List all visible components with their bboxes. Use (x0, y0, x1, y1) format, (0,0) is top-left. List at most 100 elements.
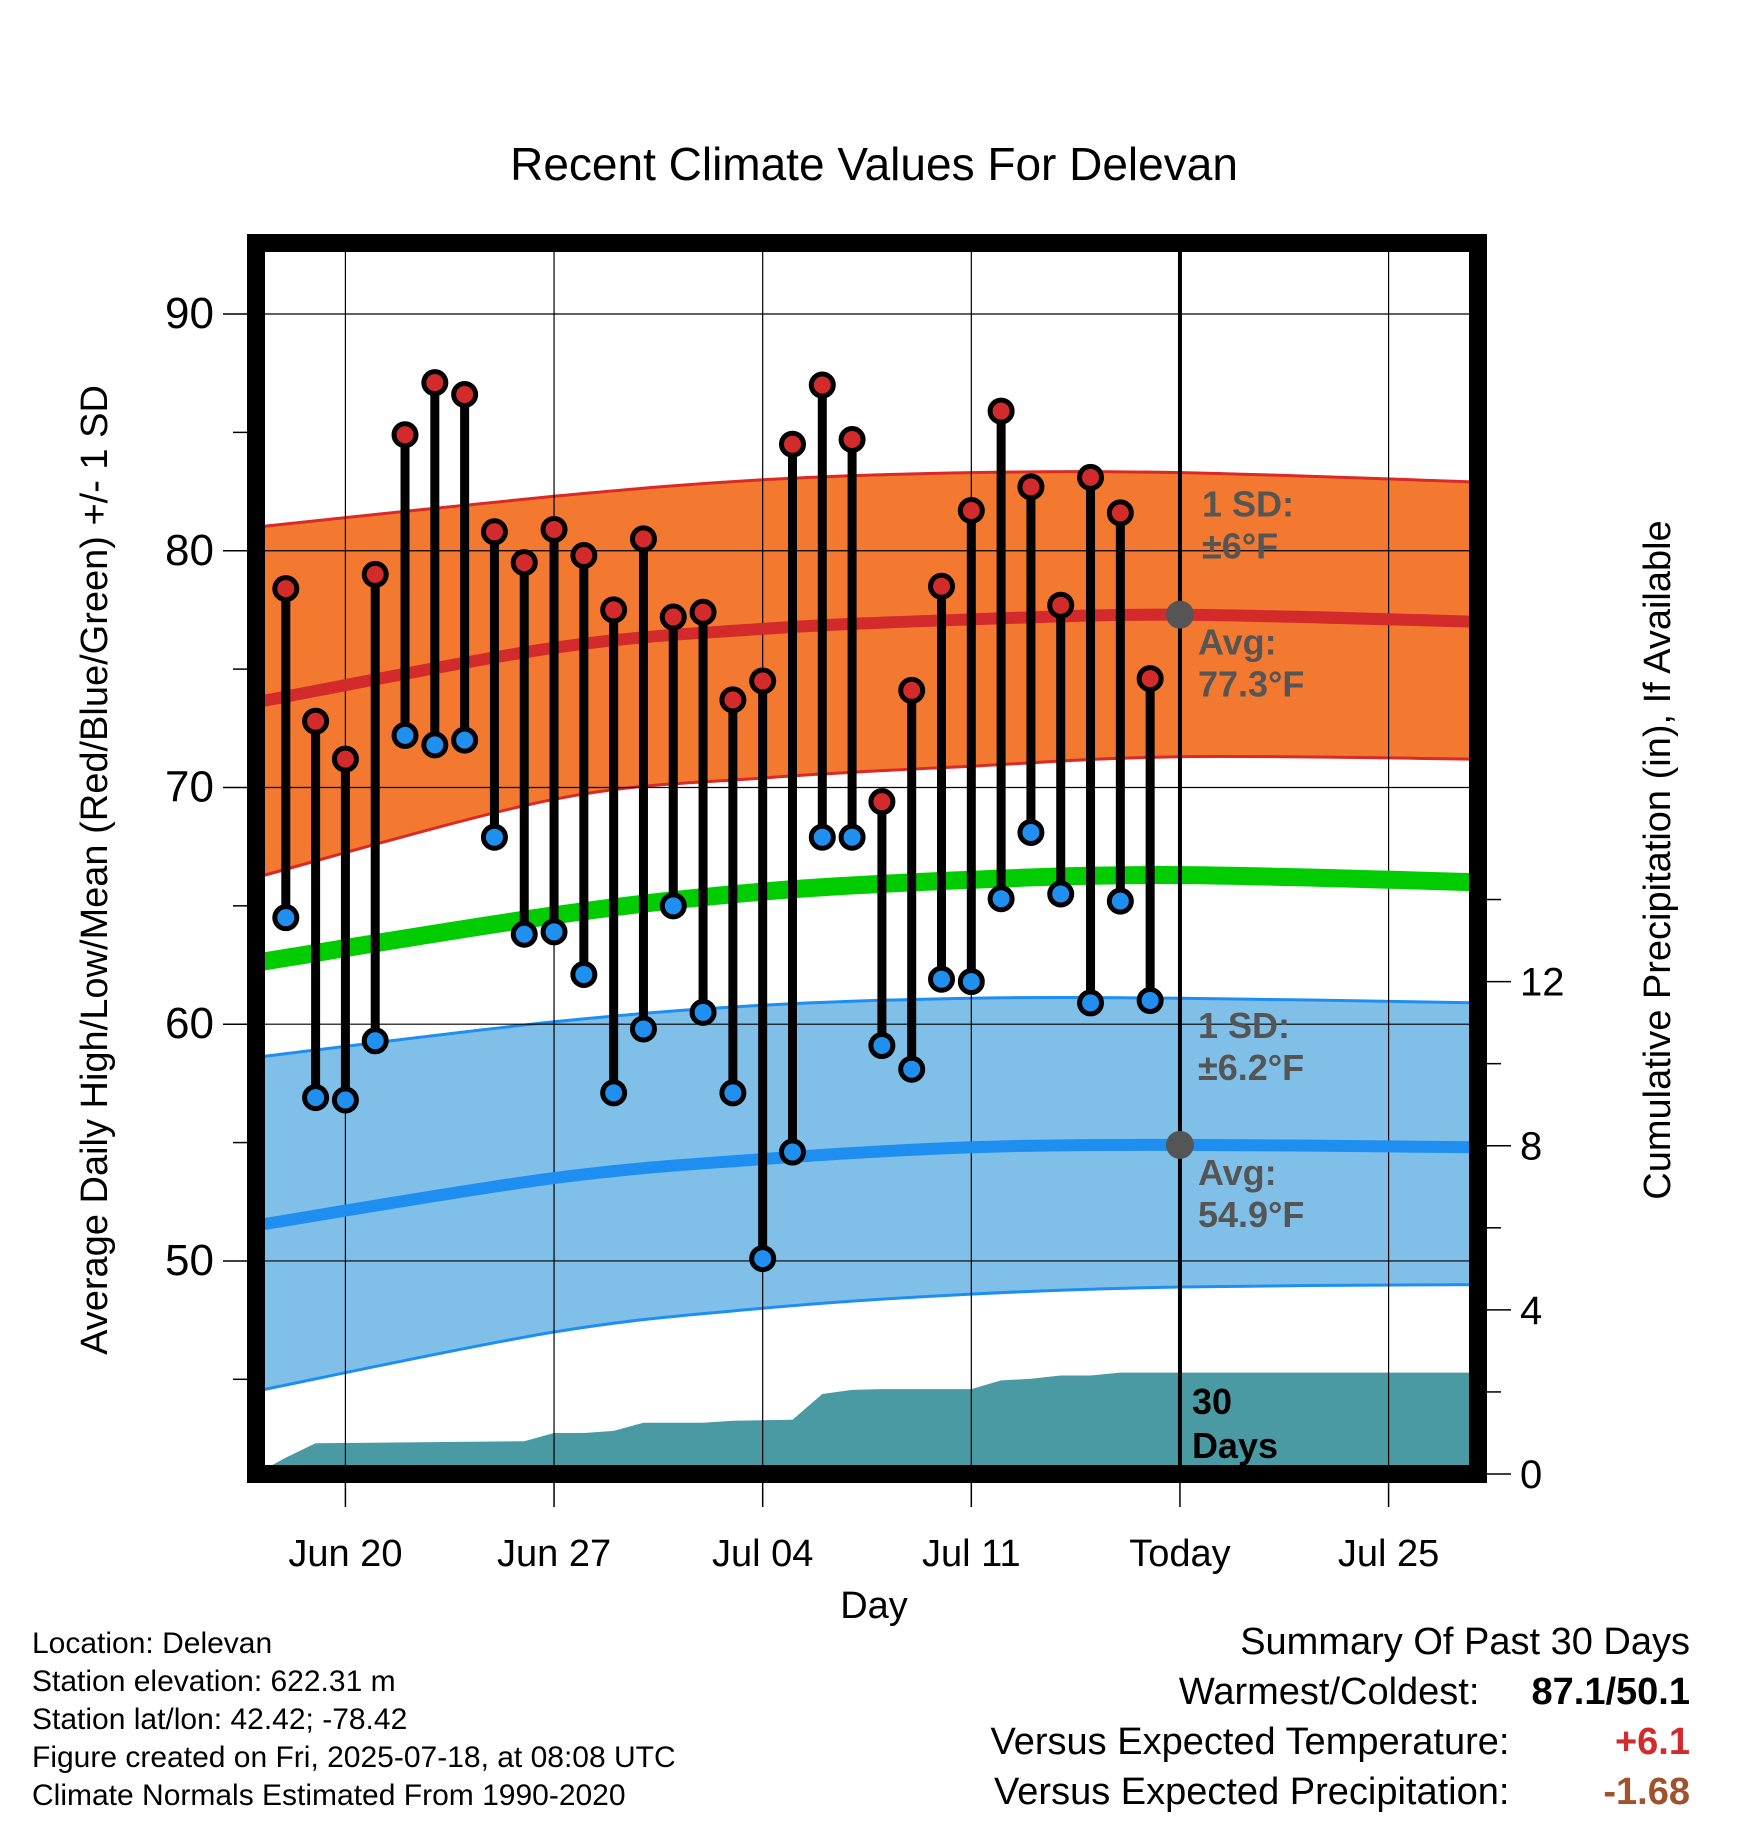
summary-title: Summary Of Past 30 Days (1240, 1621, 1690, 1663)
observed-high-point (361, 560, 389, 588)
observed-low-point (421, 731, 449, 759)
low-sd-band (256, 997, 1478, 1392)
x-tick-label: Jun 20 (288, 1533, 402, 1575)
observed-high-point (540, 515, 568, 543)
x-axis-label: Day (840, 1585, 908, 1627)
y-tick-label: 60 (165, 999, 214, 1048)
observed-high-point (1136, 665, 1164, 693)
observed-low-point (778, 1138, 806, 1166)
observed-low-point (749, 1245, 777, 1273)
observed-low-point (510, 920, 538, 948)
info-location: Location: Delevan (32, 1627, 273, 1660)
normal-mean-line (254, 866, 1479, 972)
observed-high-point (391, 421, 419, 449)
observed-low-point (600, 1079, 628, 1107)
normal-low-line (255, 1138, 1479, 1232)
observed-high-point (778, 430, 806, 458)
summary-temp-row: Versus Expected Temperature: +6.1 (991, 1717, 1690, 1767)
observed-low-point (1106, 887, 1134, 915)
high-sd-upper-line (255, 470, 1479, 529)
info-latlon: Station lat/lon: 42.42; -78.42 (32, 1703, 408, 1736)
observed-high-point (659, 603, 687, 631)
info-elevation: Station elevation: 622.31 m (32, 1665, 396, 1698)
observed-low-point (391, 721, 419, 749)
high-avg-label: Avg: (1198, 622, 1277, 663)
observed-high-point (570, 541, 598, 569)
summary-warmest-row: Warmest/Coldest: 87.1/50.1 (991, 1667, 1690, 1717)
observed-high-point (1106, 499, 1134, 527)
observed-high-point (1077, 463, 1105, 491)
observed-low-point (480, 823, 508, 851)
observed-high-point (510, 549, 538, 577)
observed-low-point (331, 1086, 359, 1114)
low-avg-label: Avg: (1198, 1152, 1277, 1193)
observed-high-point (808, 371, 836, 399)
observed-high-point (421, 369, 449, 397)
summary-temp-label: Versus Expected Temperature: (990, 1721, 1510, 1763)
observed-low-point (957, 968, 985, 996)
info-normals: Climate Normals Estimated From 1990-2020 (32, 1779, 626, 1812)
observed-high-point (480, 518, 508, 546)
observed-high-point (331, 745, 359, 773)
chart-title: Recent Climate Values For Delevan (510, 138, 1238, 190)
observed-low-point (451, 726, 479, 754)
observed-high-point (629, 525, 657, 553)
low-sd-upper-line (255, 995, 1479, 1059)
observed-high-point (987, 397, 1015, 425)
observed-low-point (868, 1032, 896, 1060)
summary-temp-value: +6.1 (1614, 1721, 1690, 1763)
high-avg-value: 77.3°F (1198, 664, 1304, 705)
observed-high-point (1047, 591, 1075, 619)
observed-high-point (689, 598, 717, 626)
low-sd-value: ±6.2°F (1198, 1047, 1304, 1088)
today-high-avg-marker (1165, 600, 1194, 629)
high-sd-band (256, 471, 1478, 878)
observed-high-point (1017, 473, 1045, 501)
y2-tick-label: 8 (1520, 1125, 1542, 1169)
observed-low-point (838, 823, 866, 851)
observed-high-point (719, 686, 747, 714)
x-tick-label: Jul 04 (712, 1533, 813, 1575)
observed-low-point (1077, 989, 1105, 1017)
x-tick-label: Jul 11 (922, 1533, 1021, 1575)
summary-warmest-value: 87.1/50.1 (1531, 1671, 1690, 1713)
observed-high-point (898, 676, 926, 704)
y2-axis-label: Cumulative Precipitation (in), If Availa… (1637, 520, 1679, 1199)
y-tick-label: 70 (165, 762, 214, 811)
info-created: Figure created on Fri, 2025-07-18, at 08… (32, 1741, 676, 1774)
observed-high-point (272, 575, 300, 603)
observed-low-point (272, 904, 300, 932)
observed-low-point (1017, 818, 1045, 846)
plot-frame (247, 234, 1487, 1483)
high-sd-value: ±6°F (1202, 526, 1278, 567)
low-sd-label: 1 SD: (1198, 1005, 1290, 1046)
low-avg-value: 54.9°F (1198, 1194, 1304, 1235)
high-sd-label: 1 SD: (1202, 484, 1294, 525)
observed-high-point (600, 596, 628, 624)
summary-precip-label: Versus Expected Precipitation: (994, 1771, 1510, 1813)
today-low-avg-marker (1165, 1130, 1194, 1159)
y-tick-label: 80 (165, 526, 214, 575)
observed-low-point (987, 885, 1015, 913)
observed-high-point (451, 381, 479, 409)
observed-low-point (689, 998, 717, 1026)
y2-tick-label: 4 (1520, 1289, 1542, 1333)
observed-high-point (838, 425, 866, 453)
observed-low-point (570, 960, 598, 988)
observed-high-point (868, 788, 896, 816)
y-tick-label: 90 (165, 289, 214, 338)
observed-low-point (719, 1079, 747, 1107)
summary-precip-row: Versus Expected Precipitation: -1.68 (991, 1767, 1690, 1817)
low-sd-lower-line (255, 1283, 1479, 1393)
precip-area (256, 1372, 1478, 1474)
observed-low-point (629, 1015, 657, 1043)
y2-tick-label: 12 (1520, 961, 1565, 1005)
observed-high-point (957, 497, 985, 525)
observed-low-point (302, 1084, 330, 1112)
y-tick-label: 50 (165, 1236, 214, 1285)
observed-low-point (1047, 880, 1075, 908)
observed-high-point (302, 707, 330, 735)
observed-low-point (540, 918, 568, 946)
